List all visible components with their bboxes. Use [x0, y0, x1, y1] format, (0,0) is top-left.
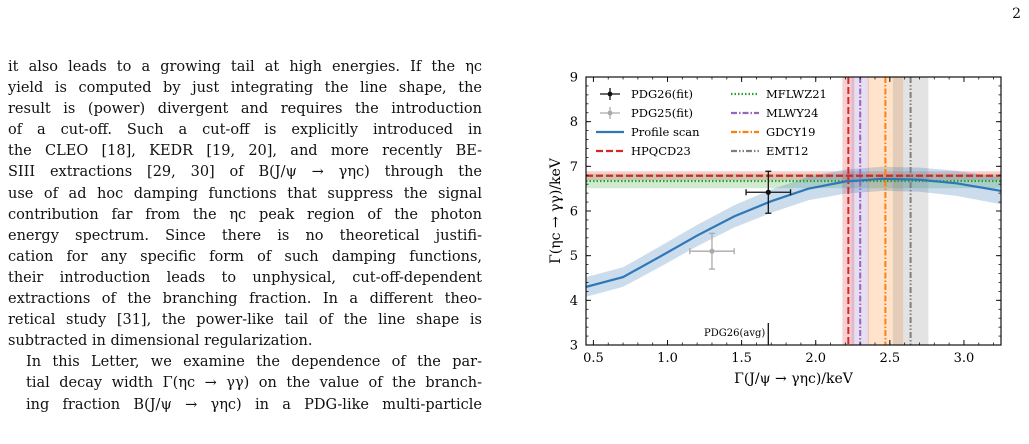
legend-label-mflwz21: MFLWZ21 — [766, 87, 827, 101]
legend-label-pdg26-fit-: PDG26(fit) — [631, 87, 693, 101]
y-tick-label: 4 — [570, 294, 578, 309]
paragraph-1: it also leads to a growing tail at high … — [8, 57, 482, 352]
chart: PDG26(avg) 0.5 1.0 1.5 2.0 2.5 3.0 3 4 5 6 7 8 9 Γ(J/ψ… — [548, 71, 1002, 387]
y-tick-label: 3 — [570, 339, 578, 354]
legend-label-pdg25-fit-: PDG25(fit) — [631, 106, 693, 120]
vband-mlwy24 — [851, 77, 870, 345]
text-line: of a cut-off. Such a cut-off is explicit… — [8, 122, 482, 139]
legend-swatch-pdg26-fit--dot — [607, 91, 613, 97]
text-line: retical study [31], the power-like tail … — [8, 312, 482, 329]
text-line: extractions of the branching fraction. I… — [8, 291, 482, 308]
y-tick-label: 8 — [570, 115, 578, 130]
plot-area — [586, 77, 1001, 345]
point-pdg25fit — [709, 248, 715, 254]
text-line: cation for any specific form of such dam… — [8, 248, 482, 265]
figure-caption-truncated — [548, 424, 1018, 444]
y-tick-label: 6 — [570, 205, 578, 220]
x-tick-label: 1.0 — [657, 351, 678, 366]
y-tick-label: 5 — [570, 249, 578, 264]
legend-swatch-pdg25-fit--dot — [607, 110, 613, 116]
legend-label-mlwy24: MLWY24 — [766, 106, 818, 120]
text-line: energy spectrum. Since there is no theor… — [8, 227, 482, 244]
annotation-label: PDG26(avg) — [704, 328, 765, 339]
text-line: it also leads to a growing tail at high … — [8, 59, 482, 75]
hband-hpqcd23 — [586, 171, 1001, 181]
legend-label-profile-scan: Profile scan — [631, 125, 700, 139]
legend-label-gdcy19: GDCY19 — [766, 125, 815, 139]
text-line: yield is computed by just integrating th… — [8, 80, 482, 97]
text-line: their introduction leads to unphysical, … — [8, 269, 482, 286]
legend-label-hpqcd23: HPQCD23 — [631, 144, 691, 158]
text-line: subtracted in dimensional regularization… — [8, 333, 313, 350]
y-tick-label: 9 — [570, 71, 578, 86]
point-pdg26fit — [765, 189, 771, 195]
text-line: contribution far from the ηc peak region… — [8, 206, 482, 223]
y-axis-label: Γ(ηc → γγ)/keV — [548, 157, 564, 264]
y-tick-label: 7 — [570, 160, 578, 175]
figure: PDG26(avg) 0.5 1.0 1.5 2.0 2.5 3.0 3 4 5 6 7 8 9 Γ(J/ψ… — [548, 60, 1013, 406]
text-line: tial decay width Γ(ηc → γγ) on the value… — [26, 375, 482, 392]
paragraph-2: In this Letter, we examine the dependenc… — [8, 352, 482, 415]
x-tick-label: 3.0 — [954, 351, 975, 366]
x-tick-label: 0.5 — [583, 351, 604, 366]
text-line: the CLEO [18], KEDR [19, 20], and more r… — [8, 143, 482, 160]
profile-scan-line — [586, 177, 1001, 288]
x-axis-label: Γ(J/ψ → γηc)/keV — [734, 371, 854, 387]
body-text: it also leads to a growing tail at high … — [8, 57, 482, 416]
x-tick-label: 2.5 — [879, 351, 900, 366]
text-line: result is (power) divergent and requires… — [8, 101, 482, 118]
x-tick-label: 2.0 — [805, 351, 826, 366]
text-line: In this Letter, we examine the dependenc… — [26, 354, 482, 371]
text-line: SIII extractions [29, 30] of B(J/ψ → γηc… — [8, 164, 482, 181]
vband-emt12 — [892, 77, 929, 345]
legend-label-emt12: EMT12 — [766, 144, 808, 158]
text-line: ing fraction B(J/ψ → γηc) in a PDG-like … — [26, 396, 482, 413]
text-line: use of ad hoc damping functions that sup… — [8, 185, 482, 202]
x-tick-label: 1.5 — [731, 351, 752, 366]
page-number: 2 — [1012, 6, 1021, 22]
